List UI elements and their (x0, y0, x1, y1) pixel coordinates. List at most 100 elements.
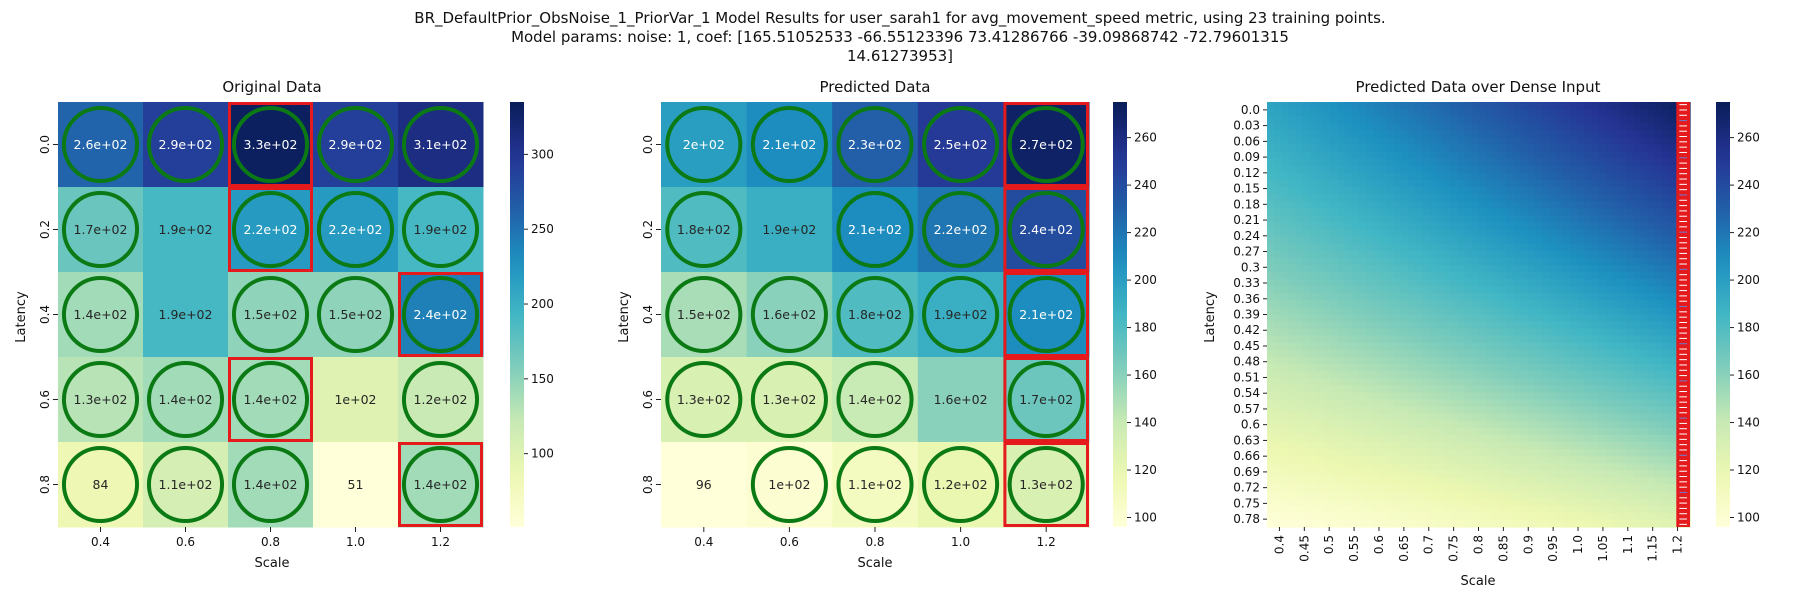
dense-cell (1281, 215, 1289, 224)
dense-cell (1337, 357, 1346, 365)
dense-cell (1316, 229, 1324, 238)
dense-cell (1570, 371, 1578, 379)
dense-cell (1365, 165, 1374, 174)
dense-cell (1513, 208, 1522, 216)
dense-cell (1598, 300, 1606, 309)
dense-cell (1323, 236, 1332, 245)
dense-cell (1415, 484, 1423, 493)
dense-cell (1556, 371, 1564, 379)
dense-cell (1400, 293, 1409, 301)
dense-cell (1612, 137, 1621, 146)
dense-cell (1471, 314, 1480, 323)
dense-cell (1386, 392, 1395, 401)
dense-cell (1584, 342, 1592, 351)
dense-cell (1605, 208, 1614, 216)
dense-cell (1549, 130, 1557, 139)
dense-cell (1351, 250, 1360, 259)
cell-value-label: 1.5e+02 (244, 307, 298, 322)
dense-cell (1633, 328, 1642, 337)
dense-cell (1429, 172, 1437, 181)
dense-cell (1295, 201, 1303, 209)
cell-value-label: 2.1e+02 (1019, 307, 1073, 322)
dense-cell (1393, 293, 1402, 301)
dense-cell (1527, 470, 1536, 479)
dense-cell (1556, 307, 1564, 316)
dense-cell (1337, 194, 1346, 202)
dense-cell (1316, 109, 1324, 117)
dense-cell (1323, 498, 1332, 507)
cell-value-label: 1.4e+02 (414, 477, 468, 492)
dense-cell (1499, 286, 1508, 294)
dense-cell (1295, 463, 1303, 471)
dense-cell (1647, 194, 1656, 202)
dense-cell (1450, 342, 1458, 351)
dense-cell (1591, 442, 1599, 450)
colorbar-tick-label: 150 (531, 372, 554, 386)
dense-cell (1520, 158, 1529, 167)
dense-cell (1415, 328, 1423, 337)
dense-cell (1619, 399, 1628, 408)
dense-cell (1429, 442, 1437, 450)
dense-cell (1570, 463, 1578, 471)
dense-cell (1541, 335, 1550, 344)
dense-cell (1408, 257, 1416, 266)
dense-cell (1330, 357, 1339, 365)
dense-cell (1626, 201, 1635, 209)
dense-cell (1393, 399, 1402, 408)
dense-cell (1471, 427, 1480, 436)
dense-cell (1506, 201, 1515, 209)
dense-cell (1422, 187, 1430, 195)
dense-cell (1372, 272, 1381, 280)
dense-cell (1358, 222, 1367, 231)
dense-cell (1570, 512, 1578, 521)
x-tick-label: 0.4 (1272, 535, 1286, 554)
dense-cell (1570, 413, 1578, 422)
dense-cell (1605, 427, 1614, 436)
dense-cell (1605, 364, 1614, 372)
dense-cell (1267, 293, 1275, 301)
dense-cell (1563, 158, 1571, 167)
dense-cell (1577, 378, 1585, 386)
dense-cell (1429, 385, 1437, 394)
dense-cell (1527, 187, 1536, 195)
dense-cell (1534, 378, 1543, 386)
dense-cell (1654, 385, 1663, 394)
dense-cell (1323, 349, 1332, 358)
dense-cell (1295, 512, 1303, 521)
dense-cell (1492, 364, 1501, 372)
dense-cell (1344, 357, 1353, 365)
dense-cell (1584, 385, 1592, 394)
dense-cell (1358, 357, 1367, 365)
dense-cell (1400, 357, 1409, 365)
dense-cell (1464, 371, 1473, 379)
dense-cell (1563, 165, 1571, 174)
dense-cell (1379, 456, 1388, 464)
dense-cell (1436, 165, 1444, 174)
dense-cell (1393, 512, 1402, 521)
dense-cell (1654, 449, 1663, 457)
heatmap-cell (143, 102, 229, 188)
dense-cell (1513, 158, 1522, 167)
dense-cell (1478, 293, 1487, 301)
dense-cell (1337, 229, 1346, 238)
dense-cell (1295, 442, 1303, 450)
dense-cell (1429, 151, 1437, 160)
dense-cell (1633, 449, 1642, 457)
dense-cell (1541, 130, 1550, 139)
dense-cell (1471, 498, 1480, 507)
dense-cell (1267, 442, 1275, 450)
dense-cell (1302, 512, 1310, 521)
dense-cell (1386, 165, 1395, 174)
dense-cell (1450, 349, 1458, 358)
dense-cell (1513, 385, 1522, 394)
dense-cell (1563, 512, 1571, 521)
dense-cell (1393, 158, 1402, 167)
dense-cell (1372, 208, 1381, 216)
dense-cell (1626, 519, 1635, 528)
dense-cell (1661, 349, 1670, 358)
dense-cell (1549, 236, 1557, 245)
dense-cell (1598, 463, 1606, 471)
colorbar-tick-label: 140 (1737, 416, 1760, 430)
dense-cell (1633, 491, 1642, 500)
dense-cell (1513, 491, 1522, 500)
